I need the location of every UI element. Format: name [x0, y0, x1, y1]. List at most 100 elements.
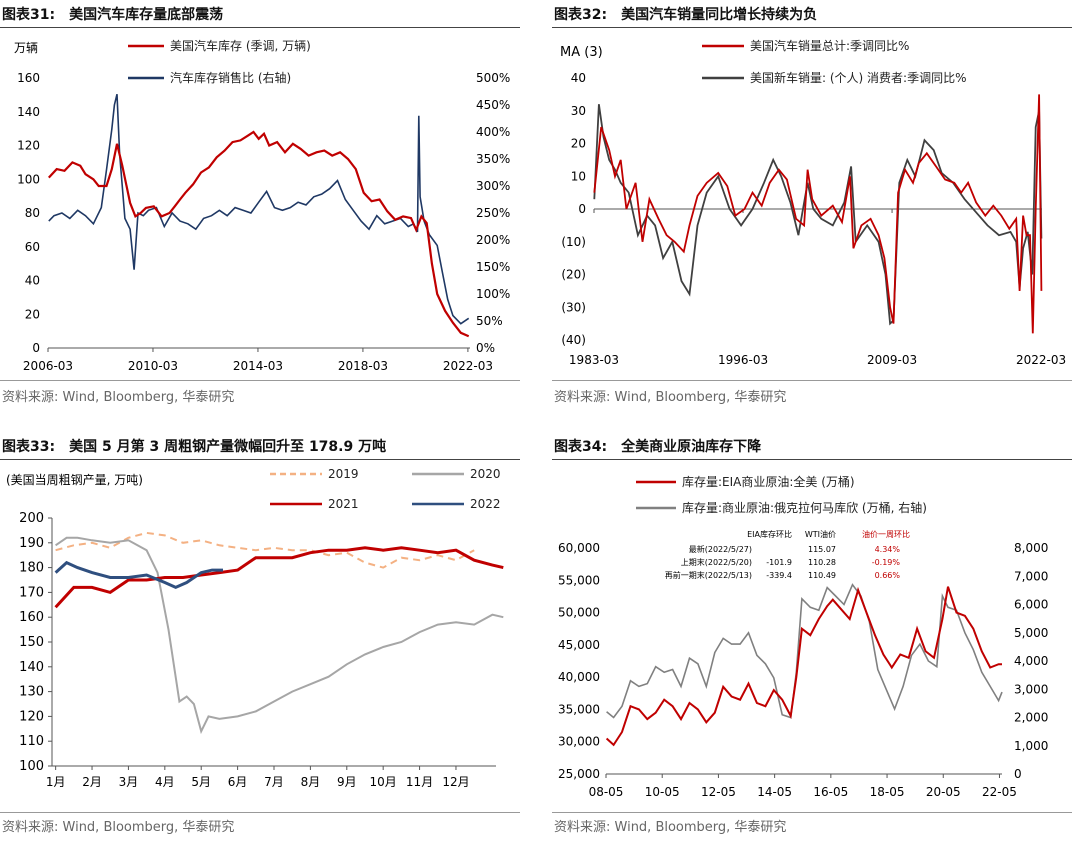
y-tick-label: 50,000: [558, 606, 600, 620]
y2-tick-label: 8,000: [1014, 541, 1048, 555]
y-tick-label: 100: [17, 172, 40, 186]
y-tick-label: (40): [561, 333, 586, 347]
legend-label: 2022: [470, 497, 501, 511]
series-line-2021: [54, 546, 504, 609]
source-note: 资料来源: Wind, Bloomberg, 华泰研究: [554, 390, 787, 405]
table-cell-pct: 0.66%: [875, 571, 901, 580]
x-tick-label: 2022-03: [443, 359, 493, 373]
y2-tick-label: 3,000: [1014, 682, 1048, 696]
x-tick-label: 10月: [370, 775, 397, 789]
x-tick-label: 18-05: [870, 785, 905, 799]
x-tick-label: 2月: [82, 775, 102, 789]
x-tick-label: 08-05: [589, 785, 624, 799]
x-tick-label: 1月: [46, 775, 66, 789]
x-tick-label: 9月: [337, 775, 357, 789]
y-tick-label: 20: [25, 307, 40, 321]
series-line-total-sales: [593, 94, 1043, 334]
x-tick-label: 12月: [442, 775, 469, 789]
y-axis-unit: MA (3): [560, 45, 603, 60]
series-line-2022: [54, 560, 223, 590]
legend-label: 2019: [328, 467, 359, 481]
table-cell-wti: 115.07: [808, 545, 836, 554]
x-tick-label: 1996-03: [718, 353, 768, 367]
y-tick-label: (20): [561, 268, 586, 282]
series-line-2020: [55, 536, 504, 735]
x-tick-label: 2009-03: [867, 353, 917, 367]
x-tick-label: 12-05: [701, 785, 736, 799]
y2-tick-label: 7,000: [1014, 569, 1048, 583]
y2-tick-label: 2,000: [1014, 711, 1048, 725]
x-tick-label: 16-05: [813, 785, 848, 799]
legend-label: 美国汽车库存 (季调, 万辆): [170, 38, 311, 53]
y2-tick-label: 250%: [476, 206, 510, 220]
y-tick-label: 0: [32, 341, 40, 355]
y-tick-label: 120: [17, 139, 40, 153]
panel-chart-32: 图表32: 美国汽车销量同比增长持续为负 MA (3) (40) (30) (20) (1…: [552, 0, 1072, 410]
y2-tick-label: 1,000: [1014, 739, 1048, 753]
y-tick-label: 30,000: [558, 735, 600, 749]
y-axis-unit: 万辆: [14, 41, 38, 55]
x-tick-label: 3月: [119, 775, 139, 789]
chart-31-plot: 万辆 0 20 40 60 80 100 120 140 160 0% 50% 100% 150% 200%…: [14, 38, 510, 373]
panel-chart-31: 图表31: 美国汽车库存量底部震荡 万辆 0 20 40 60 80 100 120 140 160…: [0, 0, 520, 410]
table-header: EIA库存环比: [747, 529, 792, 539]
legend-label: 2021: [328, 497, 359, 511]
table-cell-eia: -339.4: [766, 571, 792, 580]
chart-33-plot: (美国当周粗钢产量, 万吨) 100 110 120 130 140 150 160 170 18…: [6, 467, 504, 789]
x-tick-label: 20-05: [926, 785, 961, 799]
y-tick-label: 120: [19, 709, 44, 724]
y2-tick-label: 300%: [476, 179, 510, 193]
y-tick-label: 110: [19, 734, 44, 749]
y2-tick-label: 400%: [476, 125, 510, 139]
x-tick-label: 1983-03: [569, 353, 619, 367]
table-row-label: 上期末(2022/5/20): [681, 557, 752, 567]
chart-title: 图表34: 全美商业原油库存下降: [554, 439, 762, 455]
y-axis-unit: (美国当周粗钢产量, 万吨): [6, 473, 143, 487]
chart-34-plot: 25,000 30,000 35,000 40,000 45,000 50,000 55,0…: [558, 474, 1048, 799]
x-tick-label: 2010-03: [128, 359, 178, 373]
panel-chart-33: 图表33: 美国 5 月第 3 周粗钢产量微幅回升至 178.9 万吨 (美国当周…: [0, 432, 520, 842]
series-line-cushing: [606, 583, 1003, 719]
source-note: 资料来源: Wind, Bloomberg, 华泰研究: [2, 390, 235, 405]
y2-tick-label: 500%: [476, 71, 510, 85]
y-tick-label: 60: [25, 240, 40, 254]
y2-tick-label: 450%: [476, 98, 510, 112]
y-tick-label: 45,000: [558, 638, 600, 652]
y-tick-label: (30): [561, 300, 586, 314]
y-tick-label: 40: [571, 71, 586, 85]
x-tick-label: 4月: [155, 775, 175, 789]
table-cell-eia: -101.9: [766, 558, 792, 567]
y-tick-label: 170: [19, 585, 44, 600]
legend-label: 库存量:商业原油:俄克拉何马库欣 (万桶, 右轴): [682, 500, 927, 515]
table-cell-wti: 110.49: [808, 571, 836, 580]
y-tick-label: 35,000: [558, 702, 600, 716]
y2-tick-label: 350%: [476, 152, 510, 166]
y-tick-label: 40,000: [558, 670, 600, 684]
y-tick-label: 30: [571, 104, 586, 118]
x-tick-label: 2018-03: [338, 359, 388, 373]
y2-tick-label: 150%: [476, 260, 510, 274]
y-tick-label: 55,000: [558, 573, 600, 587]
table-header: WTI油价: [805, 529, 836, 539]
y-tick-label: 140: [19, 660, 44, 675]
x-tick-label: 2022-03: [1016, 353, 1066, 367]
table-cell-pct: -0.19%: [872, 558, 901, 567]
series-line-inventory: [47, 130, 470, 338]
table-cell-wti: 110.28: [808, 558, 836, 567]
y-tick-label: 190: [19, 536, 44, 551]
legend-label: 汽车库存销售比 (右轴): [170, 70, 291, 85]
y-tick-label: (10): [561, 235, 586, 249]
legend-label: 美国汽车销量总计:季调同比%: [750, 38, 909, 53]
x-tick-label: 5月: [191, 775, 211, 789]
y-tick-label: 0: [578, 202, 586, 216]
x-tick-label: 7月: [264, 775, 284, 789]
table-row-label: 最新(2022/5/27): [689, 544, 752, 554]
legend-label: 库存量:EIA商业原油:全美 (万桶): [682, 474, 855, 489]
y-tick-label: 180: [19, 561, 44, 576]
y2-tick-label: 0: [1014, 767, 1022, 781]
x-tick-label: 6月: [228, 775, 248, 789]
y-tick-label: 80: [25, 206, 40, 220]
y2-tick-label: 100%: [476, 287, 510, 301]
x-tick-label: 2006-03: [23, 359, 73, 373]
chart-title: 图表33: 美国 5 月第 3 周粗钢产量微幅回升至 178.9 万吨: [2, 439, 387, 455]
